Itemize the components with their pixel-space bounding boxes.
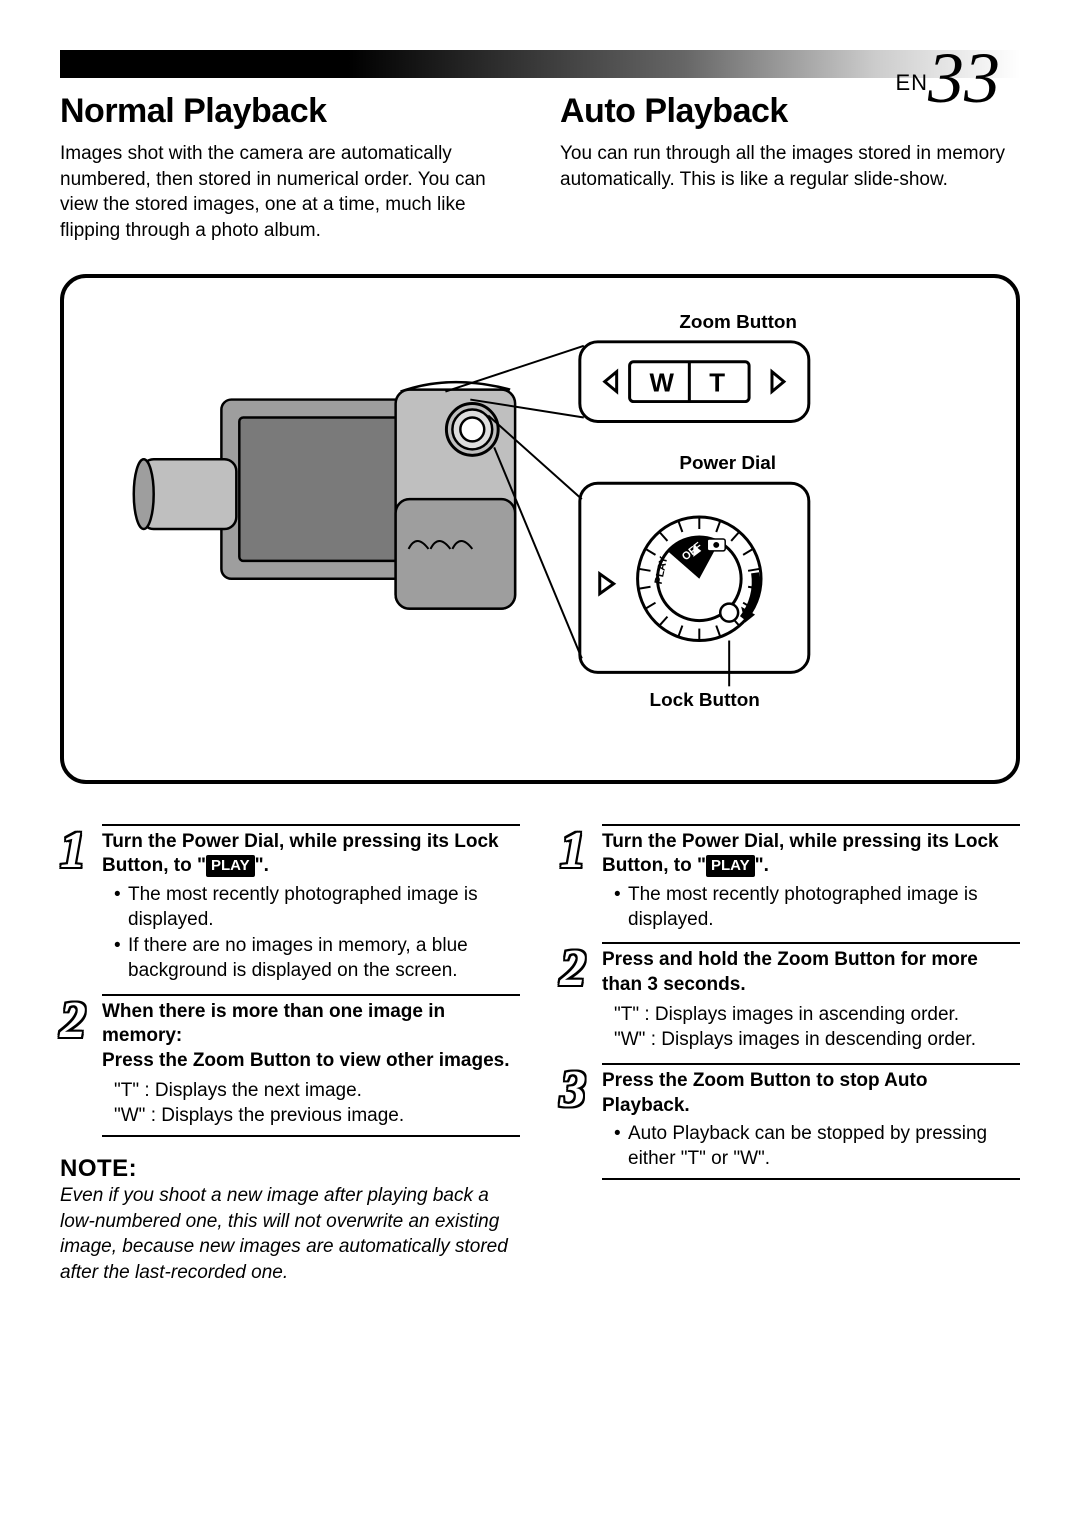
auto-playback-steps: 1 Turn the Power Dial, while pressing it… bbox=[560, 824, 1020, 1286]
note-body: Even if you shoot a new image after play… bbox=[60, 1183, 520, 1286]
normal-playback-steps: 1 Turn the Power Dial, while pressing it… bbox=[60, 824, 520, 1286]
step-number: 1 bbox=[60, 824, 102, 984]
auto-step-1: 1 Turn the Power Dial, while pressing it… bbox=[560, 824, 1020, 933]
play-badge: PLAY bbox=[706, 855, 755, 877]
normal-step-1: 1 Turn the Power Dial, while pressing it… bbox=[60, 824, 520, 984]
page-lang: EN bbox=[895, 70, 928, 95]
step-number: 1 bbox=[560, 824, 602, 933]
step-bullet: The most recently photographed image is … bbox=[114, 883, 520, 932]
step-title: When there is more than one image in mem… bbox=[102, 1000, 520, 1074]
step-number: 2 bbox=[560, 942, 602, 1053]
auto-step-3: 3 Press the Zoom Button to stop Auto Pla… bbox=[560, 1063, 1020, 1180]
step-title: Press the Zoom Button to stop Auto Playb… bbox=[602, 1069, 1020, 1118]
w-line: "W" : Displays the previous image. bbox=[114, 1103, 520, 1129]
t-line: "T" : Displays images in ascending order… bbox=[614, 1002, 1020, 1028]
step-title: Press and hold the Zoom Button for more … bbox=[602, 948, 1020, 997]
auto-step-2: 2 Press and hold the Zoom Button for mor… bbox=[560, 942, 1020, 1053]
note-heading: NOTE: bbox=[60, 1155, 520, 1183]
auto-playback-intro: You can run through all the images store… bbox=[560, 141, 1020, 192]
step-number: 2 bbox=[60, 994, 102, 1137]
power-dial-label: Power Dial bbox=[679, 453, 776, 474]
step-bullet: If there are no images in memory, a blue… bbox=[114, 934, 520, 983]
normal-step-2: 2 When there is more than one image in m… bbox=[60, 994, 520, 1137]
steps-columns: 1 Turn the Power Dial, while pressing it… bbox=[60, 824, 1020, 1286]
zoom-w-label: W bbox=[650, 369, 675, 397]
header-gradient-bar: EN33 bbox=[60, 50, 1020, 78]
normal-playback-intro: Images shot with the camera are automati… bbox=[60, 141, 520, 244]
lock-button-label: Lock Button bbox=[650, 690, 760, 711]
step-bullet: Auto Playback can be stopped by pressing… bbox=[614, 1122, 1020, 1171]
zoom-button-label: Zoom Button bbox=[679, 311, 797, 332]
page-number-block: EN33 bbox=[895, 42, 1000, 114]
t-line: "T" : Displays the next image. bbox=[114, 1078, 520, 1104]
zoom-t-label: T bbox=[709, 369, 725, 397]
normal-playback-heading: Normal Playback bbox=[60, 92, 520, 131]
intro-columns: Normal Playback Images shot with the cam… bbox=[60, 92, 1020, 244]
left-column-intro: Normal Playback Images shot with the cam… bbox=[60, 92, 520, 244]
diagram-svg: Zoom Button W T Power Dial bbox=[86, 300, 994, 758]
step-bullet: The most recently photographed image is … bbox=[614, 883, 1020, 932]
page-number: 33 bbox=[928, 38, 1000, 118]
w-line: "W" : Displays images in descending orde… bbox=[614, 1027, 1020, 1053]
step-title: Turn the Power Dial, while pressing its … bbox=[602, 830, 1020, 879]
step-title: Turn the Power Dial, while pressing its … bbox=[102, 830, 520, 879]
camera-diagram: Zoom Button W T Power Dial bbox=[60, 274, 1020, 784]
step-number: 3 bbox=[560, 1063, 602, 1180]
play-badge: PLAY bbox=[206, 855, 255, 877]
